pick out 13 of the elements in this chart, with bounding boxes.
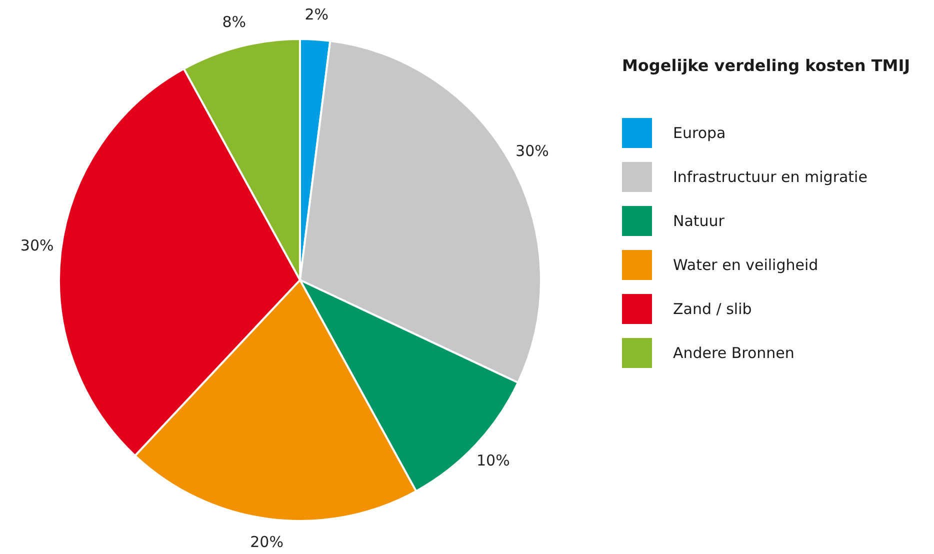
legend-title: Mogelijke verdeling kosten TMIJ [622,56,910,75]
data-label: 20% [250,532,284,551]
legend-label: Europa [673,124,726,142]
data-label: 30% [20,236,54,255]
legend-label: Natuur [673,212,724,230]
legend-label: Infrastructuur en migratie [673,168,868,186]
legend-label: Zand / slib [673,300,752,318]
data-label: 10% [476,451,510,470]
data-label: 8% [222,13,246,32]
data-label: 30% [516,142,549,160]
data-label: 2% [304,5,329,24]
legend-label: Water en veiligheid [673,256,818,274]
legend-label: Andere Bronnen [673,344,794,362]
